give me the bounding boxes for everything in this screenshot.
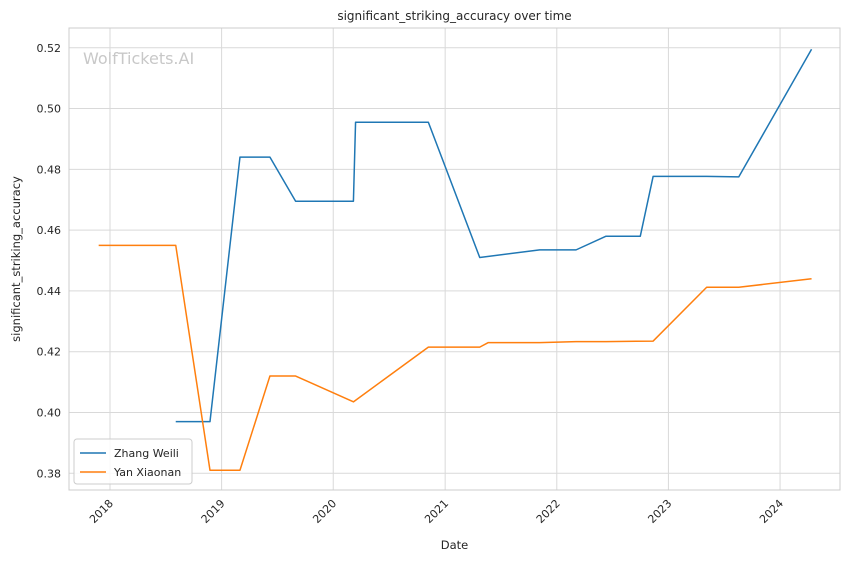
y-tick-label: 0.38 xyxy=(37,467,62,480)
y-gridlines xyxy=(69,47,840,474)
x-axis-label: Date xyxy=(441,538,469,552)
y-tick-labels: 0.38 0.40 0.42 0.44 0.46 0.48 0.50 0.52 xyxy=(37,42,62,481)
y-tick-label: 0.42 xyxy=(37,346,62,359)
plot-frame xyxy=(68,27,841,491)
legend: Zhang Weili Yan Xiaonan xyxy=(73,438,193,485)
y-tick-label: 0.44 xyxy=(37,285,62,298)
legend-label-yan-xiaonan: Yan Xiaonan xyxy=(113,466,181,479)
series-layer xyxy=(98,48,813,471)
legend-label-zhang-weili: Zhang Weili xyxy=(114,447,179,460)
series-line-zhang-weili xyxy=(175,48,813,423)
y-tick-label: 0.48 xyxy=(37,163,62,176)
x-gridlines xyxy=(109,28,781,490)
y-axis-label: significant_striking_accuracy xyxy=(9,176,23,342)
chart-title: significant_striking_accuracy over time xyxy=(337,9,571,23)
y-tick-label: 0.40 xyxy=(37,406,62,419)
y-tick-label: 0.52 xyxy=(37,42,62,55)
watermark: WolfTickets.AI xyxy=(83,49,194,68)
series-line-yan-xiaonan xyxy=(98,244,812,471)
y-tick-label: 0.50 xyxy=(37,103,62,116)
y-tick-label: 0.46 xyxy=(37,224,62,237)
